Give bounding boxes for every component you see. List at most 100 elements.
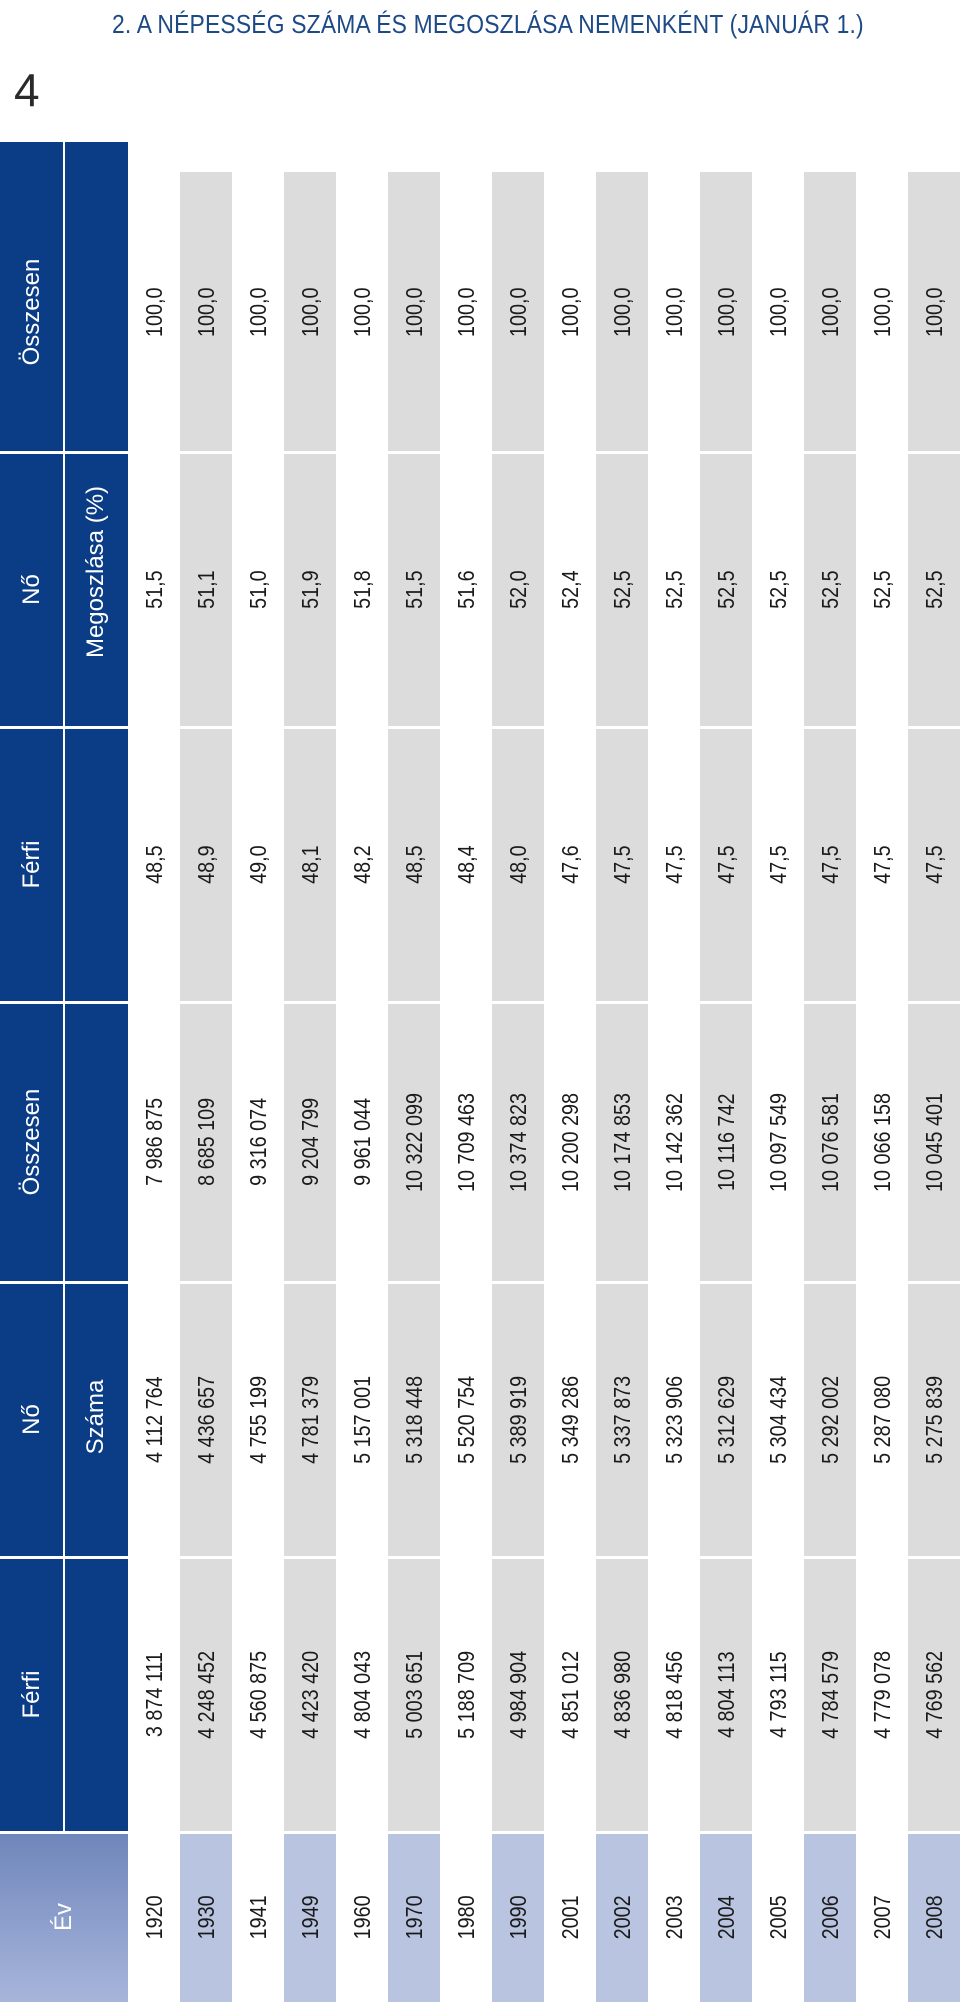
year-value: 1949 — [296, 1895, 323, 1940]
cell-value: 48,2 — [348, 845, 375, 884]
cell-value: 52,5 — [868, 570, 895, 609]
data-cell: 100,0 — [648, 172, 700, 452]
table-row: 1980 5 188 709 5 520 754 10 709 463 48,4 51,6… — [440, 142, 492, 2002]
population-table: Év Férfi Nő Összesen Férfi Nő Összesen Száma Meg… — [0, 142, 960, 2002]
cell-value: 9 316 074 — [244, 1098, 271, 1187]
data-cell: 10 174 853 — [596, 1002, 648, 1282]
data-cell: 51,8 — [336, 452, 388, 727]
data-cell: 52,5 — [752, 452, 804, 727]
table-row: 2006 4 784 579 5 292 002 10 076 581 47,5 52,5… — [804, 142, 856, 2002]
cell-value: 5 287 080 — [868, 1375, 895, 1464]
cell-value: 51,1 — [192, 570, 219, 609]
count-group-header: Száma — [82, 1379, 109, 1455]
cell-value: 48,5 — [140, 845, 167, 884]
data-cell: 48,2 — [336, 727, 388, 1002]
data-cell: 5 275 839 — [908, 1282, 960, 1557]
table-row: 2001 4 851 012 5 349 286 10 200 298 47,6 52,4… — [544, 142, 596, 2002]
cell-value: 10 097 549 — [764, 1092, 791, 1192]
table-row: 1930 4 248 452 4 436 657 8 685 109 48,9 51,1 1… — [180, 142, 232, 2002]
cell-value: 4 851 012 — [556, 1650, 583, 1739]
cell-value: 49,0 — [244, 845, 271, 884]
year-cell: 1949 — [284, 1832, 336, 2002]
data-cell: 100,0 — [388, 172, 440, 452]
cell-value: 52,4 — [556, 570, 583, 609]
data-cell: 100,0 — [856, 172, 908, 452]
cell-value: 51,8 — [348, 570, 375, 609]
cell-value: 4 248 452 — [192, 1650, 219, 1739]
data-cell: 100,0 — [128, 172, 180, 452]
cell-value: 48,4 — [452, 845, 479, 884]
cell-value: 47,6 — [556, 845, 583, 884]
cell-value: 4 755 199 — [244, 1375, 271, 1464]
cell-value: 4 436 657 — [192, 1375, 219, 1464]
data-cell: 47,5 — [804, 727, 856, 1002]
data-cell: 10 709 463 — [440, 1002, 492, 1282]
data-cell: 5 349 286 — [544, 1282, 596, 1557]
year-value: 1970 — [400, 1895, 427, 1940]
column-header: Férfi — [18, 840, 45, 889]
cell-value: 5 520 754 — [452, 1375, 479, 1464]
cell-value: 100,0 — [452, 287, 479, 337]
cell-value: 52,0 — [504, 570, 531, 609]
cell-value: 48,1 — [296, 845, 323, 884]
year-cell: 1920 — [128, 1832, 180, 2002]
year-value: 2003 — [660, 1895, 687, 1940]
data-cell: 4 769 562 — [908, 1557, 960, 1832]
data-cell: 100,0 — [700, 172, 752, 452]
year-cell: 2002 — [596, 1832, 648, 2002]
data-cell: 100,0 — [596, 172, 648, 452]
cell-value: 100,0 — [192, 287, 219, 337]
data-cell: 10 200 298 — [544, 1002, 596, 1282]
cell-value: 5 003 651 — [400, 1650, 427, 1739]
data-cell: 5 389 919 — [492, 1282, 544, 1557]
data-cell: 52,5 — [804, 452, 856, 727]
cell-value: 5 323 906 — [660, 1375, 687, 1464]
table-row: 1960 4 804 043 5 157 001 9 961 044 48,2 51,8 1… — [336, 142, 388, 2002]
data-cell: 4 984 904 — [492, 1557, 544, 1832]
data-cell: 10 116 742 — [700, 1002, 752, 1282]
cell-value: 4 836 980 — [608, 1650, 635, 1739]
column-header: Összesen — [18, 1088, 45, 1196]
cell-value: 5 188 709 — [452, 1650, 479, 1739]
data-cell: 7 986 875 — [128, 1002, 180, 1282]
data-cell: 10 374 823 — [492, 1002, 544, 1282]
cell-value: 4 804 113 — [712, 1651, 739, 1738]
cell-value: 47,5 — [920, 845, 947, 884]
data-cell: 100,0 — [284, 172, 336, 452]
page-title: 2. A NÉPESSÉG SZÁMA ÉS MEGOSZLÁSA NEMENK… — [112, 9, 864, 39]
cell-value: 9 204 799 — [296, 1098, 323, 1187]
year-value: 1941 — [244, 1895, 271, 1940]
data-cell: 100,0 — [180, 172, 232, 452]
column-separator — [0, 726, 960, 729]
cell-value: 52,5 — [816, 570, 843, 609]
year-value: 1920 — [140, 1895, 167, 1940]
year-cell: 2008 — [908, 1832, 960, 2002]
data-cell: 100,0 — [232, 172, 284, 452]
cell-value: 47,5 — [608, 845, 635, 884]
data-cell: 52,5 — [700, 452, 752, 727]
year-cell: 1970 — [388, 1832, 440, 2002]
data-cell: 52,5 — [596, 452, 648, 727]
header-separator — [63, 142, 65, 1832]
cell-value: 100,0 — [712, 287, 739, 337]
data-cell: 9 316 074 — [232, 1002, 284, 1282]
year-value: 1990 — [504, 1895, 531, 1940]
data-cell: 10 322 099 — [388, 1002, 440, 1282]
cell-value: 47,5 — [712, 845, 739, 884]
cell-value: 100,0 — [608, 287, 635, 337]
data-cell: 48,0 — [492, 727, 544, 1002]
data-cell: 100,0 — [336, 172, 388, 452]
cell-value: 100,0 — [764, 287, 791, 337]
data-cell: 51,6 — [440, 452, 492, 727]
data-cell: 47,6 — [544, 727, 596, 1002]
cell-value: 5 318 448 — [400, 1375, 427, 1464]
cell-value: 5 312 629 — [712, 1375, 739, 1464]
cell-value: 5 337 873 — [608, 1375, 635, 1464]
year-header: Év — [0, 1832, 128, 2002]
cell-value: 8 685 109 — [192, 1098, 219, 1187]
column-header: Nő — [18, 1404, 45, 1435]
cell-value: 10 142 362 — [660, 1092, 687, 1192]
data-cell: 4 784 579 — [804, 1557, 856, 1832]
data-cell: 4 755 199 — [232, 1282, 284, 1557]
data-cell: 4 423 420 — [284, 1557, 336, 1832]
